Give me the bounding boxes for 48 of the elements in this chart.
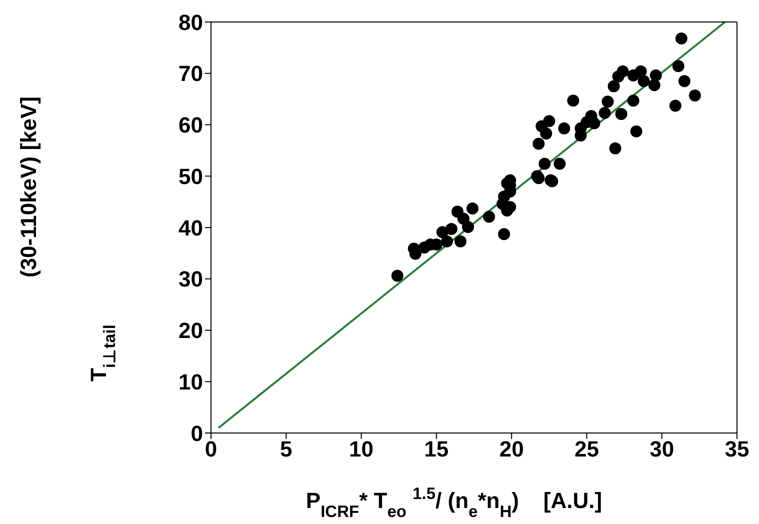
point bbox=[634, 65, 647, 78]
x-tick-label: 15 bbox=[424, 436, 449, 462]
point bbox=[616, 65, 629, 78]
point bbox=[675, 32, 688, 44]
x-tick-label: 10 bbox=[349, 436, 374, 462]
text: P$_{ICRF}$* T$_{eo}$ $^{1.5}$/ (n$_{e}$*n$_{H}$) [A.U.] bbox=[306, 485, 602, 521]
point bbox=[608, 80, 620, 92]
point bbox=[672, 60, 684, 72]
y-tick-label: 30 bbox=[178, 266, 203, 292]
point bbox=[688, 89, 701, 102]
x-tick-label: 35 bbox=[724, 436, 750, 462]
x-tick-label: 5 bbox=[280, 436, 292, 462]
point bbox=[630, 125, 642, 138]
point bbox=[445, 223, 458, 236]
y-tick-label: 50 bbox=[178, 164, 203, 189]
point bbox=[609, 142, 622, 154]
y-tick-label: 70 bbox=[178, 61, 203, 86]
point bbox=[440, 235, 453, 248]
point bbox=[498, 228, 510, 240]
point bbox=[543, 115, 556, 128]
point bbox=[558, 122, 570, 134]
point bbox=[462, 220, 474, 233]
point bbox=[678, 75, 690, 88]
y-tick-label: 60 bbox=[178, 112, 203, 138]
point bbox=[538, 158, 551, 170]
x-tick-label: 25 bbox=[574, 436, 599, 462]
x-tick-label: 30 bbox=[650, 436, 674, 462]
point bbox=[615, 108, 628, 120]
point bbox=[483, 210, 496, 223]
y-tick-label: 40 bbox=[178, 215, 203, 240]
point bbox=[532, 138, 545, 150]
point bbox=[669, 100, 682, 112]
y-tick-label: 0 bbox=[190, 420, 203, 446]
point bbox=[588, 117, 600, 130]
point bbox=[554, 158, 566, 170]
point bbox=[567, 94, 580, 107]
point bbox=[391, 270, 404, 282]
point bbox=[650, 69, 662, 82]
y-tick-label: 20 bbox=[178, 318, 203, 344]
point bbox=[598, 106, 611, 119]
x-tick-label: 20 bbox=[499, 436, 524, 462]
y-tick-label: 10 bbox=[178, 369, 203, 394]
point bbox=[627, 94, 640, 107]
point bbox=[638, 75, 650, 88]
point bbox=[602, 96, 614, 108]
point bbox=[466, 202, 478, 214]
y-tick-label: 80 bbox=[178, 10, 203, 35]
point bbox=[454, 235, 466, 248]
